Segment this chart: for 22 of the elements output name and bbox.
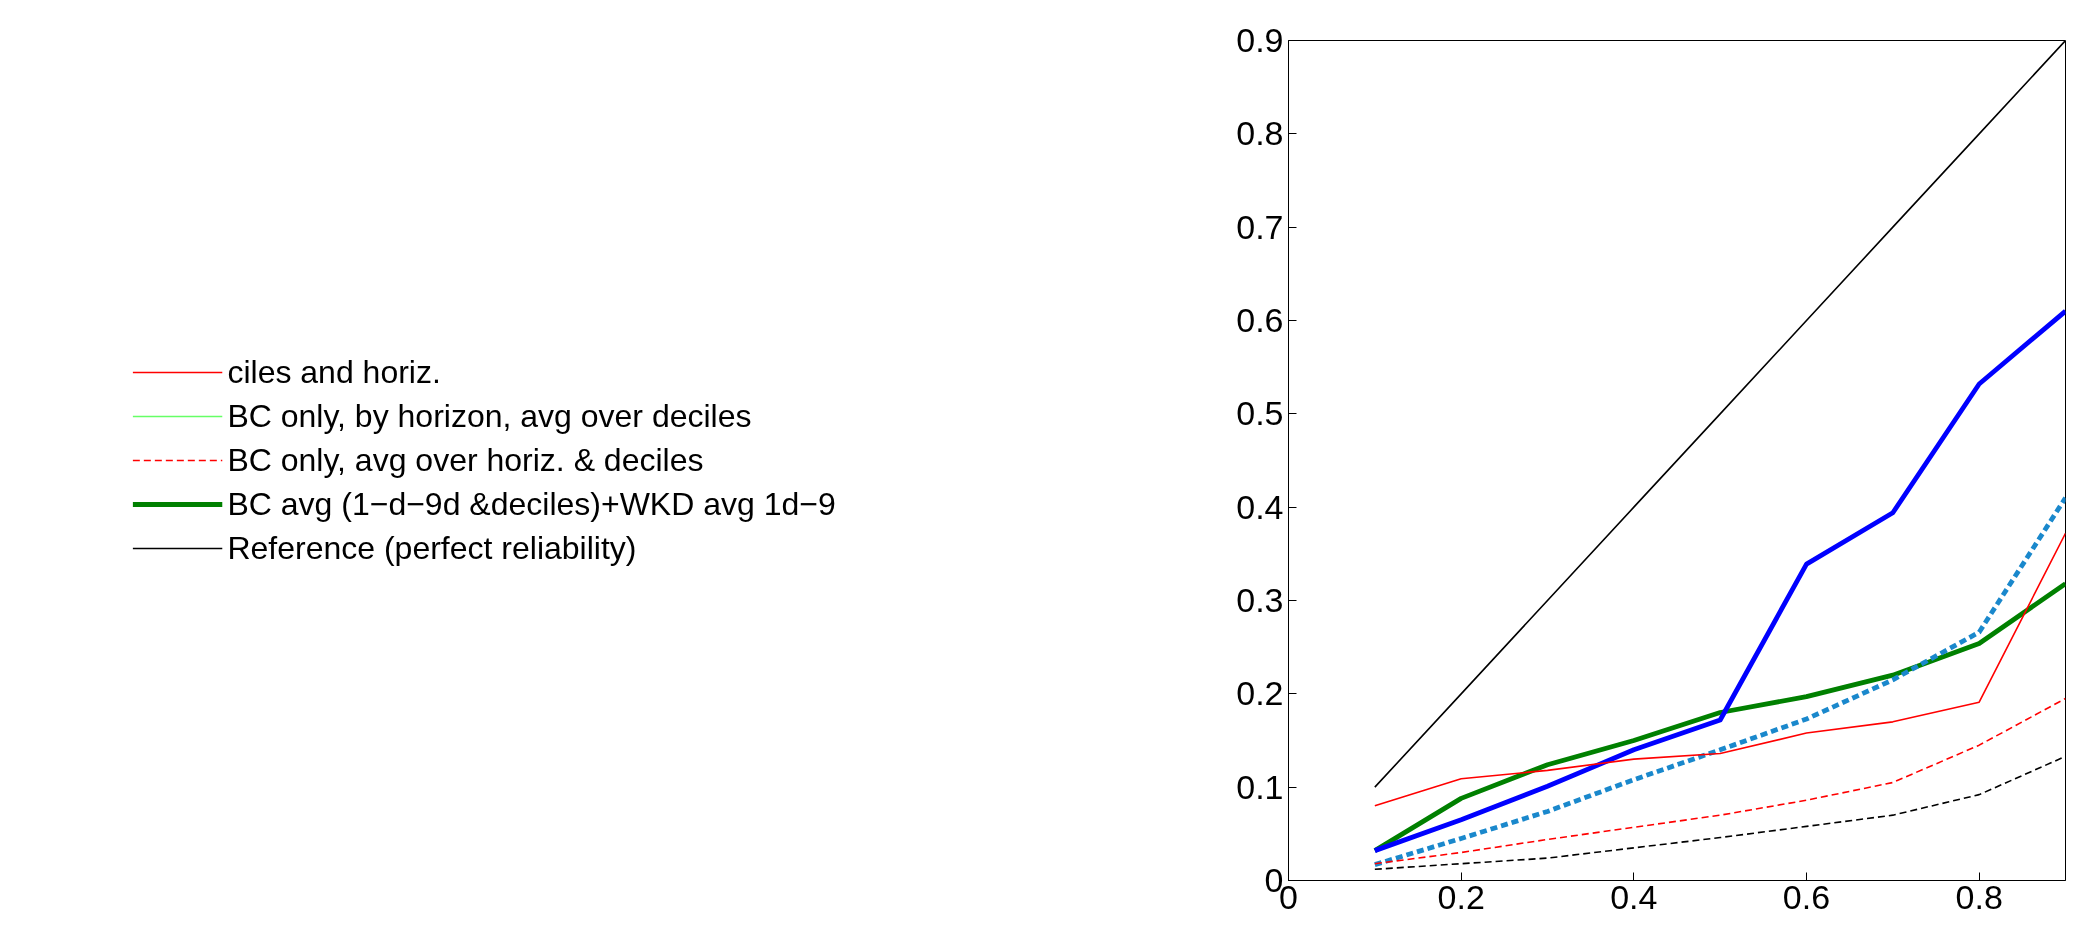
legend-label: ciles and horiz. bbox=[227, 352, 441, 392]
y-tick-label: 0.7 bbox=[1236, 207, 1284, 246]
y-tick-label: 0.8 bbox=[1236, 114, 1284, 153]
y-tick-label: 0.2 bbox=[1236, 674, 1284, 713]
x-tick-label: 0.8 bbox=[1955, 877, 2003, 916]
line-series bbox=[1374, 697, 2066, 865]
line-series bbox=[1372, 308, 2066, 854]
y-tick-label: 0.3 bbox=[1236, 581, 1284, 619]
y-tick-label: 0.5 bbox=[1236, 394, 1284, 433]
x-tick-label: 0.6 bbox=[1782, 877, 1831, 916]
legend-label: BC only, avg over horiz. & deciles bbox=[227, 440, 704, 480]
line-series bbox=[1372, 495, 2066, 868]
y-tick-label: 0.6 bbox=[1236, 301, 1284, 339]
y-tick-label: 0.1 bbox=[1236, 767, 1284, 806]
legend-label: Reference (perfect reliability) bbox=[227, 528, 637, 568]
x-tick-label: 0.2 bbox=[1437, 877, 1485, 916]
y-tick-label: 0.9 bbox=[1236, 21, 1284, 59]
legend-label: BC only, by horizon, avg over deciles bbox=[227, 396, 752, 436]
x-tick-label: 0.4 bbox=[1610, 877, 1658, 916]
line-series bbox=[1374, 532, 2066, 807]
y-tick-label: 0.4 bbox=[1236, 487, 1284, 526]
legend-label: BC avg (1−d−9d &deciles)+WKD avg 1d−9 bbox=[227, 484, 836, 524]
